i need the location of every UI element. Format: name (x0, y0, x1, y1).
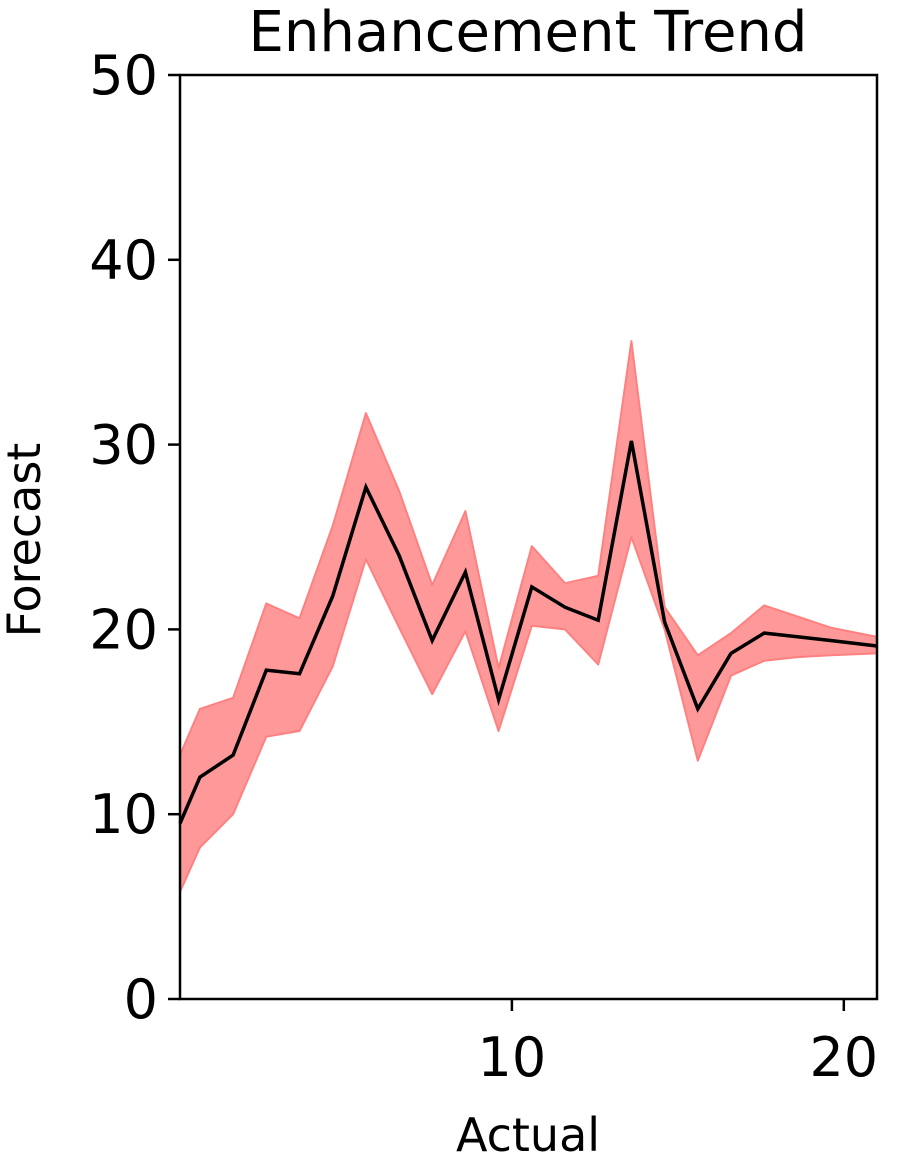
series-line-layer (178, 440, 878, 825)
x-tick-label: 20 (809, 1026, 878, 1089)
confidence-band (179, 340, 878, 893)
chart-title: Enhancement Trend (249, 0, 808, 65)
y-axis: 0 10 20 30 40 50 (89, 44, 180, 1031)
y-tick-label: 40 (89, 229, 158, 292)
y-tick-label: 50 (89, 44, 158, 107)
series-line (178, 440, 878, 825)
x-axis-label: Actual (456, 1108, 600, 1156)
y-tick-label: 20 (89, 598, 158, 661)
plot-frame (178, 73, 879, 1001)
x-tick-label: 10 (478, 1026, 547, 1089)
y-tick-label: 10 (89, 783, 158, 846)
y-tick-label: 0 (124, 968, 158, 1031)
y-tick-label: 30 (89, 414, 158, 477)
confidence-band-layer (179, 340, 878, 893)
y-axis-label: Forecast (0, 443, 51, 638)
x-axis: 10 20 (478, 999, 878, 1089)
